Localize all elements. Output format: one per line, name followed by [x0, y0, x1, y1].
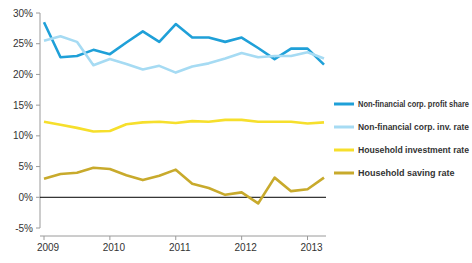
zero-line [40, 197, 326, 198]
y-axis [40, 13, 41, 228]
y-tick-label: 10% [13, 130, 33, 141]
y-tick [36, 74, 40, 75]
x-tick [109, 236, 110, 240]
series-line [44, 120, 324, 132]
x-tick [44, 236, 45, 240]
legend: Non-financial corp. profit share Non-fina… [334, 99, 469, 178]
x-tick-label: 2013 [300, 242, 323, 253]
series-group [44, 22, 324, 203]
y-tick-label: 30% [13, 8, 33, 19]
legend-swatch [334, 149, 354, 152]
y-tick [36, 43, 40, 44]
y-tick [36, 135, 40, 136]
x-tick-label: 2012 [235, 242, 258, 253]
legend-swatch [334, 103, 354, 106]
y-tick [36, 105, 40, 106]
y-tick-label: 5% [19, 161, 34, 172]
y-tick [36, 13, 40, 14]
x-tick [175, 236, 176, 240]
chart: -5% 0% 5% 10% 15% 20% 25% 30% 2009 2010 2011 2012 20… [0, 0, 472, 263]
x-tick [307, 236, 308, 240]
series-line [44, 36, 324, 72]
legend-label: Non-financial corp. profit share [358, 99, 469, 109]
y-tick [36, 228, 40, 229]
x-tick-label: 2009 [37, 242, 60, 253]
legend-swatch [334, 172, 354, 175]
series-line [44, 22, 324, 64]
y-tick [36, 166, 40, 167]
y-tick-label: -5% [15, 223, 33, 234]
legend-label: Household saving rate [358, 168, 455, 178]
x-tick-label: 2010 [103, 242, 126, 253]
y-tick [36, 197, 40, 198]
x-axis [40, 236, 326, 237]
legend-label: Non-financial corp. inv. rate [358, 122, 469, 132]
y-tick-label: 15% [13, 100, 33, 111]
x-tick [241, 236, 242, 240]
series-line [44, 168, 324, 204]
legend-swatch [334, 126, 354, 129]
y-tick-label: 20% [13, 69, 33, 80]
legend-label: Household investment rate [358, 145, 469, 155]
y-tick-label: 25% [13, 38, 33, 49]
y-tick-label: 0% [19, 192, 34, 203]
x-tick-label: 2011 [169, 242, 191, 253]
